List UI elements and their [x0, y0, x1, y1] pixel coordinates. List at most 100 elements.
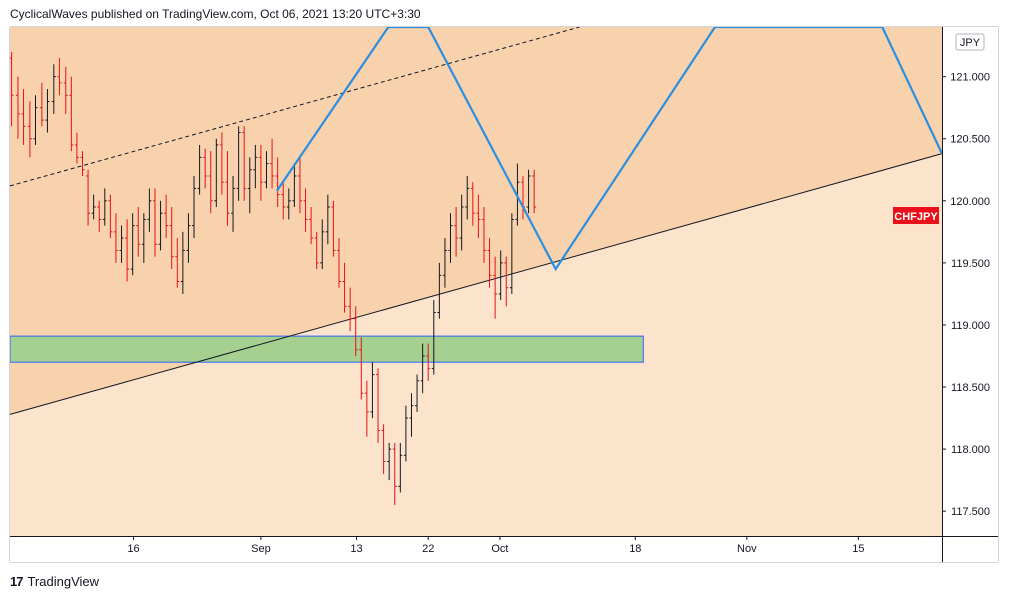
ohlc-bar [493, 256, 498, 319]
ohlc-bar [342, 262, 347, 313]
ohlc-bar [242, 126, 247, 201]
ohlc-bar [381, 424, 386, 474]
ohlc-bar [158, 200, 163, 251]
ohlc-bar [74, 132, 79, 164]
ohlc-bar [392, 442, 397, 505]
ohlc-bar [136, 207, 141, 257]
ohlc-bar [97, 200, 102, 232]
ohlc-bar [314, 231, 319, 270]
ohlc-bar [80, 151, 85, 176]
ohlc-bar [498, 250, 503, 301]
brand-name: TradingView [27, 573, 100, 589]
time-tick-label: Sep [251, 543, 271, 555]
ohlc-bar [454, 207, 459, 257]
ohlc-bar [292, 163, 297, 208]
ohlc-bar [258, 144, 263, 201]
time-tick-label: 15 [852, 543, 864, 555]
ohlc-bar [108, 194, 113, 239]
ohlc-bar [320, 219, 325, 270]
ohlc-bar [532, 169, 537, 214]
zigzag-projection [275, 27, 942, 272]
ohlc-bar [57, 58, 62, 96]
ohlc-bar [420, 343, 425, 394]
time-tick-label: Nov [737, 543, 757, 555]
ohlc-bar [504, 256, 509, 307]
ohlc-bar [459, 194, 464, 251]
ohlc-bar [364, 380, 369, 437]
time-tick-label: 22 [422, 543, 434, 555]
drawings [9, 26, 943, 415]
price-tick-label: 119.000 [951, 320, 990, 332]
ohlc-bar [113, 213, 118, 263]
ohlc-bar [203, 148, 208, 189]
ohlc-bar [415, 374, 420, 412]
ohlc-bar [370, 362, 375, 419]
ohlc-bar [21, 89, 26, 145]
price-tick-label: 120.000 [950, 196, 990, 208]
time-tick-label: Oct [491, 543, 508, 555]
ohlc-bar [91, 194, 96, 220]
ohlc-bar [336, 238, 341, 288]
ohlc-bar [175, 238, 180, 288]
ohlc-bar [125, 219, 130, 282]
time-scale[interactable]: 16 Sep 13 22 Oct 18 Nov 15 [127, 536, 864, 555]
price-tick-label: 118.500 [951, 382, 990, 394]
ohlc-bar [141, 213, 146, 263]
currency-label: JPY [960, 37, 981, 49]
ohlc-bar [39, 82, 44, 127]
ohlc-bar [33, 95, 38, 145]
ohlc-bar [442, 238, 447, 288]
ohlc-bar [152, 188, 157, 257]
ohlc-bar [481, 207, 486, 263]
ohlc-bar [526, 169, 531, 214]
ohlc-bar [51, 64, 56, 114]
ohlc-bar [247, 157, 252, 214]
ohlc-bar [303, 188, 308, 232]
ohlc-bar [431, 300, 436, 375]
ohlc-bar [275, 157, 280, 208]
price-scale[interactable]: JPY 121.000 120.500 120.000 119.500 119.000 11… [893, 33, 990, 518]
ohlc-bar [297, 157, 302, 214]
chart-background [10, 27, 942, 536]
time-tick-label: 18 [629, 543, 641, 555]
ohlc-bar [476, 194, 481, 239]
time-tick-label: 16 [127, 543, 139, 555]
ohlc-bar [398, 442, 403, 493]
ohlc-bar [219, 132, 224, 195]
ohlc-bar [130, 213, 135, 276]
ohlc-bar [15, 76, 20, 139]
ohlc-bar [448, 213, 453, 263]
ohlc-bar [231, 175, 236, 232]
price-tick-label: 117.500 [951, 506, 990, 518]
price-tick-label: 119.500 [951, 258, 990, 270]
ohlc-bar [426, 343, 431, 381]
ohlc-bar [27, 101, 32, 158]
ohlc-bar [509, 213, 514, 294]
ohlc-bar [353, 306, 358, 356]
ohlc-bar [147, 188, 152, 232]
ohlc-bar [197, 144, 202, 195]
tradingview-footer[interactable]: 17 TradingView [10, 572, 99, 590]
ohlc-bar [69, 76, 74, 152]
ohlc-bar [325, 194, 330, 245]
price-tick-label: 121.000 [950, 72, 990, 84]
ohlc-bar [403, 405, 408, 462]
ohlc-bar [86, 169, 91, 226]
ohlc-bar [236, 126, 241, 201]
ohlc-bar [102, 188, 107, 226]
price-tick-label: 120.500 [950, 134, 990, 146]
time-tick-label: 13 [350, 543, 362, 555]
ohlc-bar [437, 262, 442, 319]
ohlc-bar [45, 89, 50, 133]
ohlc-bar [264, 151, 269, 189]
ohlc-bar [180, 231, 185, 294]
ohlc-bar [208, 151, 213, 214]
ohlc-bar [286, 188, 291, 220]
channel-fill [10, 27, 942, 415]
ohlc-bar [169, 207, 174, 270]
ohlc-bar [214, 138, 219, 208]
ohlc-bar [186, 213, 191, 263]
ohlc-bar [119, 225, 124, 263]
ohlc-bar [359, 337, 364, 400]
